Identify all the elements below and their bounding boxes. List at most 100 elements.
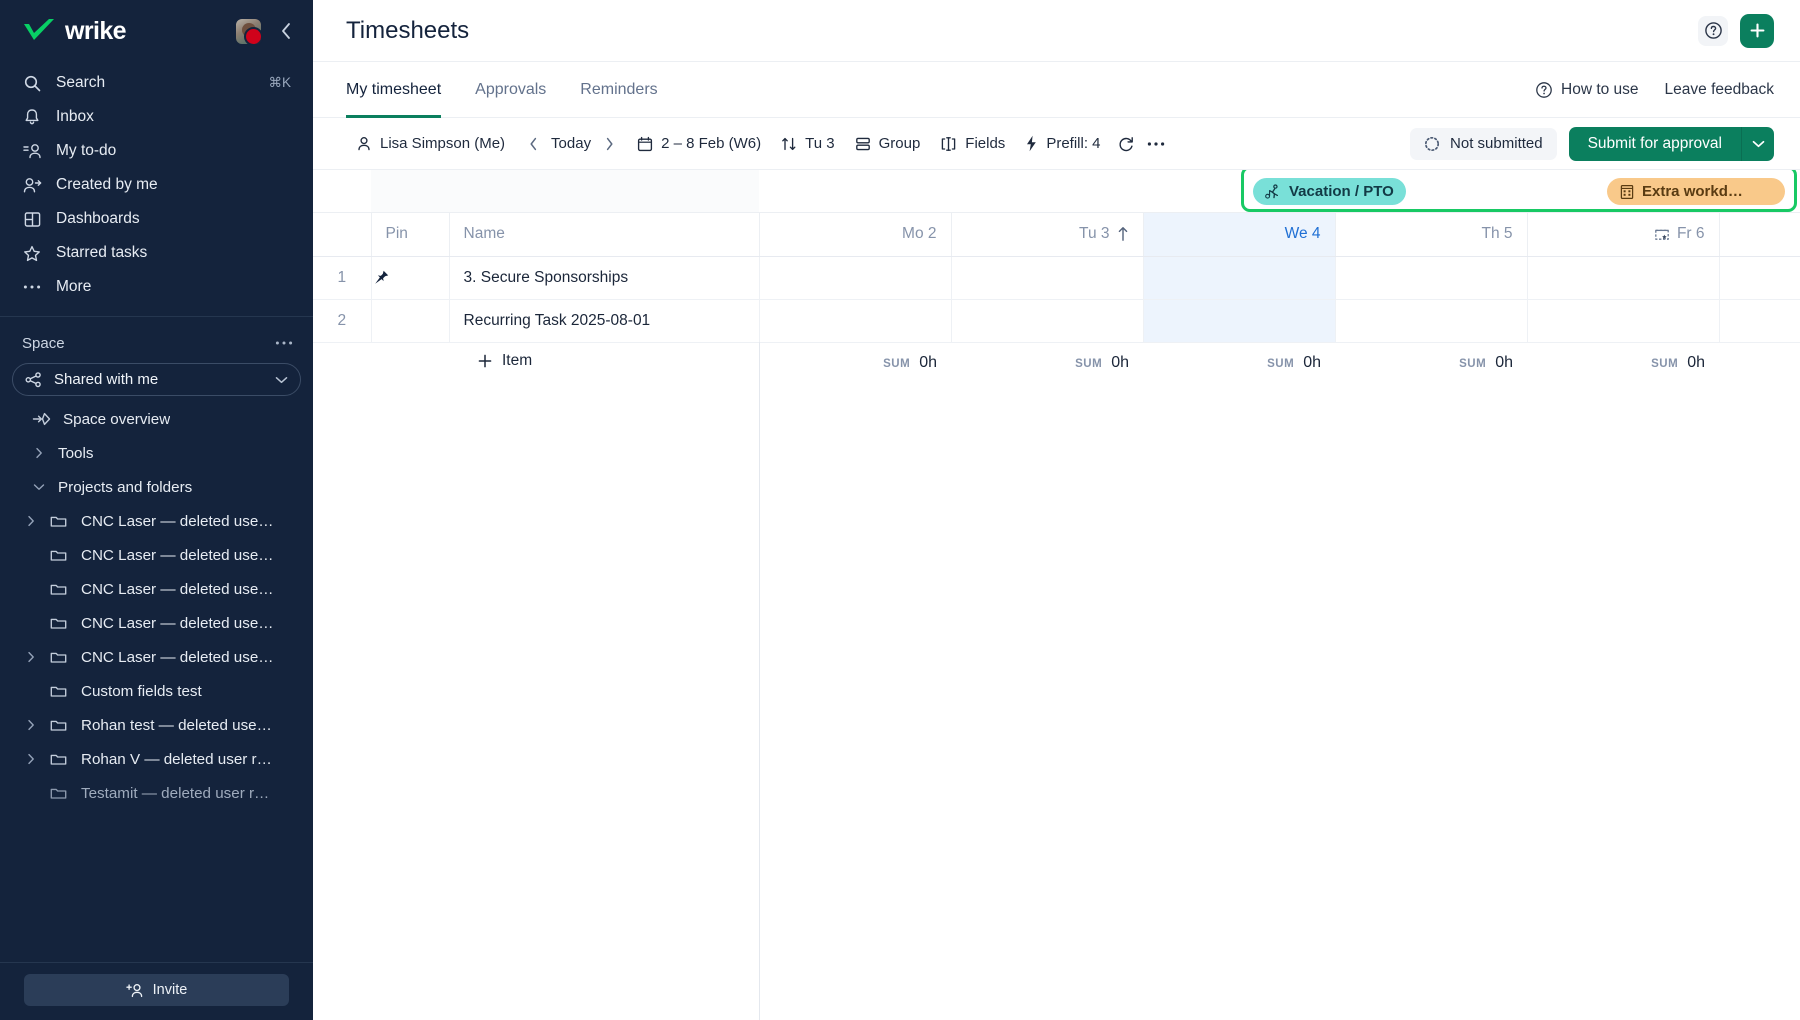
column-header-day[interactable]: Fr 6 bbox=[1527, 212, 1720, 257]
chevron-right-icon[interactable] bbox=[24, 753, 38, 765]
sidebar-item-starred-tasks[interactable]: Starred tasks bbox=[10, 236, 303, 270]
sidebar-item-dashboards[interactable]: Dashboards bbox=[10, 202, 303, 236]
more-options-button[interactable] bbox=[1141, 130, 1171, 158]
day-sum-cell: SUM 0h bbox=[1335, 342, 1527, 384]
row-name[interactable]: Recurring Task 2025-08-01 bbox=[449, 299, 760, 343]
sidebar-folder-item[interactable]: CNC Laser — deleted use… bbox=[10, 538, 303, 572]
prefill-button[interactable]: Prefill: 4 bbox=[1015, 129, 1110, 158]
group-button[interactable]: Group bbox=[845, 129, 931, 158]
space-selector[interactable]: Shared with me bbox=[12, 363, 301, 396]
ellipsis-icon bbox=[1147, 141, 1165, 147]
row-pin-cell[interactable] bbox=[371, 256, 450, 300]
sidebar-item-label: Created by me bbox=[56, 176, 158, 193]
vacation-pto-chip[interactable]: Vacation / PTO bbox=[1253, 178, 1406, 205]
column-header-day[interactable]: Tu 3 bbox=[951, 212, 1144, 257]
date-range-label: 2 – 8 Feb (W6) bbox=[661, 135, 762, 152]
column-header-day[interactable]: Mo 2 bbox=[759, 212, 952, 257]
time-cell-today[interactable] bbox=[1143, 299, 1336, 343]
row-pin-cell[interactable] bbox=[371, 299, 450, 343]
sidebar-item-label: More bbox=[56, 278, 92, 295]
column-header-day[interactable]: Th 5 bbox=[1335, 212, 1528, 257]
time-cell[interactable] bbox=[1527, 256, 1720, 300]
sidebar-folder-item[interactable]: CNC Laser — deleted use… bbox=[10, 606, 303, 640]
sort-button[interactable]: Tu 3 bbox=[771, 129, 844, 158]
table-row[interactable]: 2 Recurring Task 2025-08-01 bbox=[313, 299, 1800, 343]
chevron-right-icon[interactable] bbox=[24, 651, 38, 663]
sidebar-folder-item[interactable]: Custom fields test bbox=[10, 674, 303, 708]
column-header-pin[interactable]: Pin bbox=[371, 212, 450, 257]
fields-button[interactable]: Fields bbox=[930, 129, 1015, 158]
time-cell[interactable] bbox=[1719, 299, 1800, 343]
avatar[interactable] bbox=[234, 16, 263, 46]
add-button[interactable] bbox=[1740, 13, 1774, 48]
folder-icon bbox=[50, 616, 69, 630]
time-cell[interactable] bbox=[759, 256, 952, 300]
today-button[interactable]: Today bbox=[547, 131, 595, 156]
sidebar-item-space-overview[interactable]: Space overview bbox=[10, 402, 303, 436]
sidebar-item-created-by-me[interactable]: Created by me bbox=[10, 168, 303, 202]
refresh-button[interactable] bbox=[1111, 130, 1141, 158]
day-sum-cell: SUM 0h bbox=[1527, 342, 1719, 384]
time-cell[interactable] bbox=[1527, 299, 1720, 343]
invite-button[interactable]: Invite bbox=[24, 974, 289, 1006]
help-button[interactable] bbox=[1698, 15, 1728, 46]
sidebar-folder-item[interactable]: Testamit — deleted user r… bbox=[10, 776, 303, 810]
sidebar-item-search[interactable]: Search ⌘K bbox=[10, 66, 303, 100]
more-icon bbox=[22, 277, 42, 297]
tab-approvals[interactable]: Approvals bbox=[475, 62, 546, 118]
time-cell[interactable] bbox=[1335, 299, 1528, 343]
leave-feedback-link[interactable]: Leave feedback bbox=[1665, 81, 1774, 99]
sidebar-item-more[interactable]: More bbox=[10, 270, 303, 304]
prev-week-button[interactable] bbox=[521, 131, 545, 157]
sidebar-item-projects-and-folders[interactable]: Projects and folders bbox=[10, 470, 303, 504]
sidebar-folder-item[interactable]: CNC Laser — deleted use… bbox=[10, 504, 303, 538]
sidebar-folder-item[interactable]: CNC Laser — deleted use… bbox=[10, 640, 303, 674]
time-cell-today[interactable] bbox=[1143, 256, 1336, 300]
time-cell[interactable] bbox=[951, 256, 1144, 300]
day-sum-cell: SUM 0h bbox=[1719, 342, 1800, 384]
user-filter[interactable]: Lisa Simpson (Me) bbox=[346, 129, 515, 158]
created-by-icon bbox=[22, 175, 42, 195]
tab-my-timesheet[interactable]: My timesheet bbox=[346, 62, 442, 118]
wrike-logo-text: wrike bbox=[65, 16, 127, 45]
chevron-down-icon[interactable] bbox=[32, 483, 46, 491]
submit-dropdown-button[interactable] bbox=[1742, 126, 1774, 161]
tab-reminders[interactable]: Reminders bbox=[580, 62, 657, 118]
next-week-button[interactable] bbox=[597, 131, 621, 157]
time-cell[interactable] bbox=[1335, 256, 1528, 300]
chevron-right-icon[interactable] bbox=[24, 719, 38, 731]
sidebar-folder-item[interactable]: Rohan V — deleted user r… bbox=[10, 742, 303, 776]
add-item-cell[interactable]: Item bbox=[449, 342, 759, 384]
how-to-use-link[interactable]: How to use bbox=[1535, 81, 1639, 99]
sidebar-folder-item[interactable]: Rohan test — deleted use… bbox=[10, 708, 303, 742]
folder-icon bbox=[50, 650, 69, 664]
extra-workday-chip[interactable]: Extra workd… bbox=[1607, 178, 1785, 205]
sidebar-item-label: Space overview bbox=[63, 410, 171, 428]
row-name[interactable]: 3. Secure Sponsorships bbox=[449, 256, 760, 300]
wrike-logo[interactable]: wrike bbox=[22, 16, 127, 46]
date-range-picker[interactable]: 2 – 8 Feb (W6) bbox=[627, 129, 771, 158]
column-header-day-today[interactable]: We 4 bbox=[1143, 212, 1336, 257]
group-icon bbox=[855, 136, 871, 152]
submit-for-approval-button[interactable]: Submit for approval bbox=[1568, 126, 1742, 161]
add-item-button[interactable]: Item bbox=[477, 352, 532, 370]
column-header-name[interactable]: Name bbox=[449, 212, 760, 257]
sidebar-folder-item[interactable]: CNC Laser — deleted use… bbox=[10, 572, 303, 606]
time-cell[interactable] bbox=[951, 299, 1144, 343]
time-cell[interactable] bbox=[759, 299, 952, 343]
table-row[interactable]: 1 3. Secure Sponsorships bbox=[313, 256, 1800, 300]
today-label: Today bbox=[551, 135, 592, 152]
sidebar-item-inbox[interactable]: Inbox bbox=[10, 100, 303, 134]
collapse-sidebar-icon[interactable] bbox=[275, 20, 297, 42]
chevron-right-icon[interactable] bbox=[32, 447, 46, 459]
space-section-header: Space bbox=[0, 325, 313, 361]
chevron-right-icon[interactable] bbox=[24, 515, 38, 527]
day-label: Mo 2 bbox=[902, 225, 937, 242]
sidebar-item-tools[interactable]: Tools bbox=[10, 436, 303, 470]
banner-blank-cell bbox=[371, 170, 449, 213]
sidebar-item-my-todo[interactable]: My to-do bbox=[10, 134, 303, 168]
pin-icon[interactable] bbox=[372, 269, 449, 287]
ellipsis-icon[interactable] bbox=[275, 340, 293, 346]
column-header-day[interactable]: Sa 7 bbox=[1719, 212, 1800, 257]
time-cell[interactable] bbox=[1719, 256, 1800, 300]
